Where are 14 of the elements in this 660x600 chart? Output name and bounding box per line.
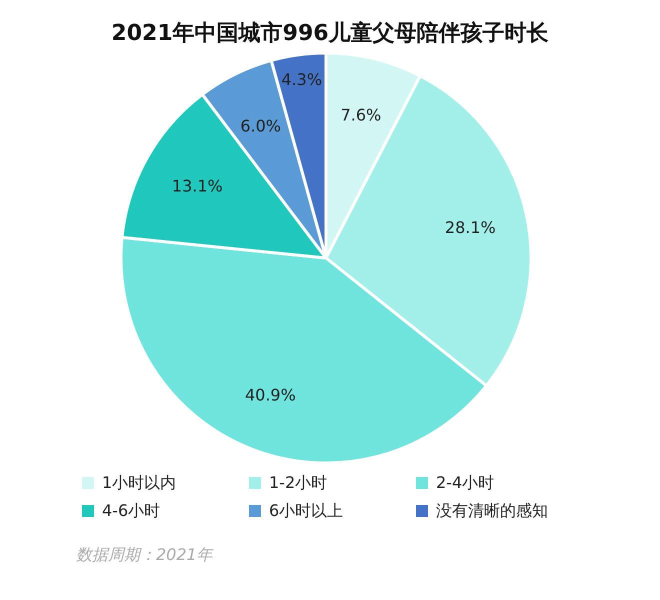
- data-label: 4.3%: [281, 70, 322, 90]
- data-label: 6.0%: [240, 116, 281, 136]
- legend-label: 1-2小时: [269, 473, 328, 492]
- text: 数据周期：2021年: [76, 545, 215, 564]
- legend-label: 没有清晰的感知: [436, 501, 548, 520]
- data-label: 40.9%: [244, 386, 296, 405]
- legend-label: 4-6小时: [102, 501, 160, 520]
- legend-label: 2-4小时: [436, 473, 494, 492]
- legend-label: 1小时以内: [102, 473, 176, 492]
- chart-title: 2021年中国城市996儿童父母陪伴孩子时长: [111, 20, 550, 46]
- legend-label: 6小时以上: [269, 501, 344, 520]
- data-label: 7.6%: [340, 106, 382, 125]
- data-label: 13.1%: [172, 176, 223, 196]
- data-label: 28.1%: [444, 218, 496, 238]
